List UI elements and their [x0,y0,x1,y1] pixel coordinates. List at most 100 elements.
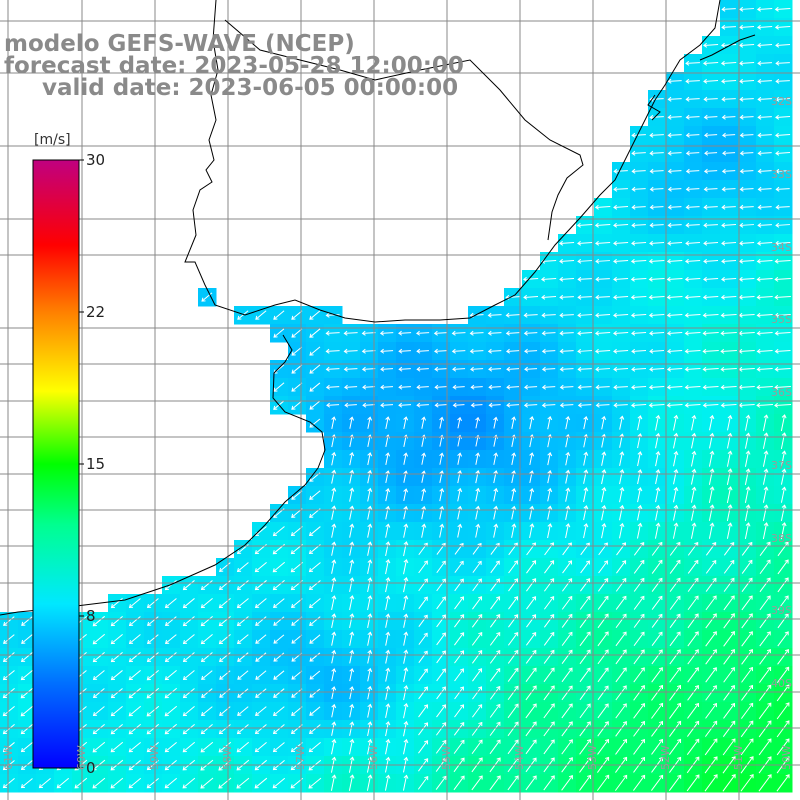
wind-arrow [775,150,791,156]
latitude-label: 39S [771,604,792,617]
wind-arrow [649,240,665,246]
wind-arrow [666,312,683,318]
wind-arrow [648,312,665,318]
wind-arrow [703,96,718,102]
wind-arrow [595,258,610,264]
longitude-label: 53W [586,745,599,770]
wind-arrow [451,348,466,354]
wind-arrow [667,222,682,228]
wind-arrow [703,42,719,48]
wind-arrow [343,348,358,354]
wind-arrow [577,240,593,246]
wind-arrow [505,330,520,336]
wind-arrow [774,312,791,318]
wind-arrow [756,24,773,30]
latitude-label: 33S [771,168,792,181]
wind-arrow [685,240,701,246]
wind-arrow [649,132,664,138]
wind-arrow [667,114,682,120]
wind-arrow [594,204,611,210]
wind-arrow [434,348,448,354]
wind-arrow [613,168,628,174]
longitude-label: 54W [513,745,526,770]
wind-arrow [559,312,574,318]
wind-arrow [613,204,629,210]
wind-arrow [631,168,646,174]
wind-arrow [739,222,754,228]
wind-arrow [739,114,754,120]
longitude-label: 56W [367,745,380,770]
wind-arrow [577,276,592,282]
wind-arrow [685,258,701,264]
wind-arrow [309,346,321,356]
wind-arrow [667,96,682,102]
wind-arrow [703,240,719,246]
wind-arrow [757,150,772,156]
wind-arrow [774,294,791,300]
wind-arrow [721,168,736,174]
wind-arrow [648,258,665,264]
wind-arrow [685,96,700,102]
wind-arrow [667,240,683,246]
wind-arrow [667,204,682,210]
wind-arrow [630,294,647,300]
wind-arrow [775,96,790,102]
wind-arrow [684,312,701,318]
wind-arrow [703,258,719,264]
wind-arrow [613,240,629,246]
wind-arrow [685,78,700,84]
wind-arrow [648,276,665,282]
wind-arrow [703,78,719,84]
wind-arrow [775,222,790,228]
wind-arrow [666,276,683,282]
wind-arrow [775,168,790,174]
wind-arrow [684,294,701,300]
wind-arrow [722,150,736,156]
wind-arrow [577,294,592,300]
wind-arrow [756,330,773,336]
wind-arrow [595,240,611,246]
wind-arrow [775,42,791,48]
wind-arrow [739,240,755,246]
wind-arrow [469,330,484,336]
wind-arrow [631,240,647,246]
wind-arrow [487,312,502,318]
latitude-label: 37S [771,459,792,472]
wind-arrow [703,222,718,228]
wind-arrow [684,330,701,336]
colorbar-unit-label: [m/s] [34,132,71,148]
wind-arrow [667,186,682,192]
wind-arrow [577,330,593,336]
latitude-label: 40S [771,677,792,690]
wind-arrow [559,258,575,264]
wind-arrow [756,258,773,264]
wind-arrow [451,330,466,336]
wind-arrow [721,24,736,30]
wind-arrow [630,276,647,282]
wind-arrow [722,132,736,138]
colorbar [32,159,80,769]
wind-arrow [487,330,502,336]
wind-arrow [739,186,754,192]
wind-arrow [649,222,664,228]
wind-arrow [739,132,754,138]
wind-arrow [255,310,267,320]
wind-arrow [739,42,755,48]
wind-arrow [703,276,719,282]
wind-arrow [685,204,700,210]
wind-arrow [649,168,664,174]
wind-arrow [720,330,737,336]
wind-arrow [613,258,629,264]
wind-arrow [630,258,647,264]
wind-arrow [559,276,575,282]
wind-arrow [379,330,394,336]
wind-arrow [667,150,682,156]
wind-arrow [343,330,358,336]
wind-arrow [577,258,592,264]
wind-arrow [505,312,520,318]
wind-arrow [757,186,772,192]
longitude-label: 61W [2,745,15,770]
wind-arrow [559,240,575,246]
wind-arrow [685,132,700,138]
wind-arrow [720,60,737,66]
